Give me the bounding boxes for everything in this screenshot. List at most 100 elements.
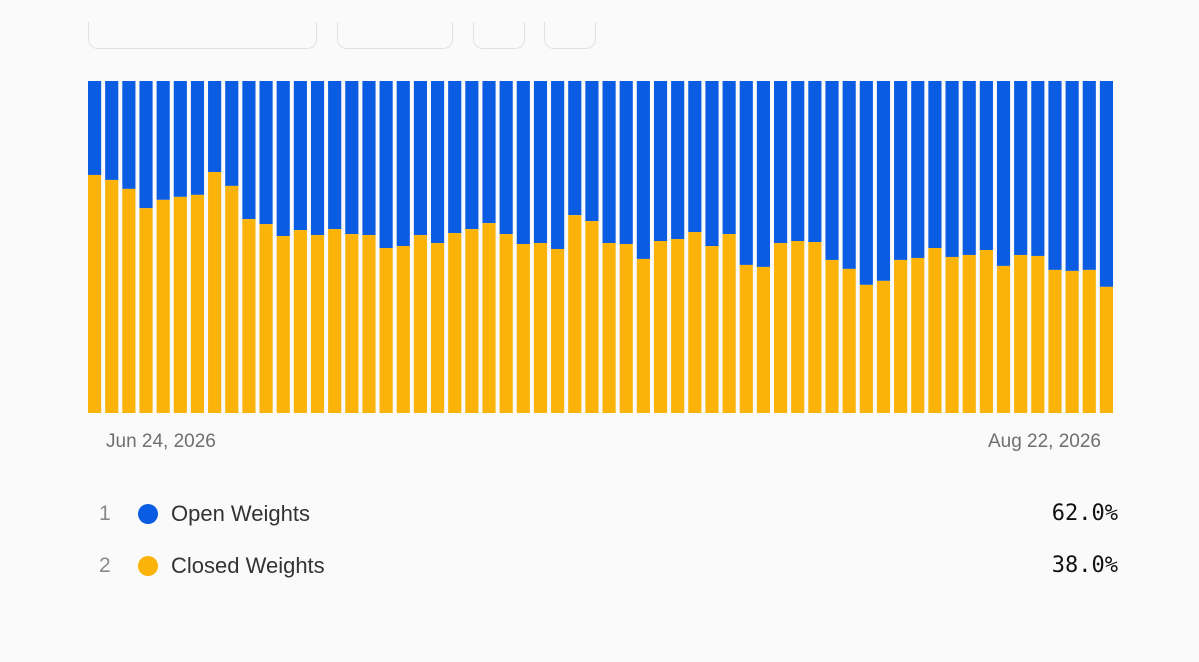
bar-open-weights[interactable]	[88, 81, 102, 175]
bar-closed-weights[interactable]	[962, 254, 976, 413]
bar-closed-weights[interactable]	[602, 243, 616, 413]
bar-closed-weights[interactable]	[499, 234, 513, 413]
bar-open-weights[interactable]	[499, 81, 513, 235]
bar-open-weights[interactable]	[945, 81, 959, 257]
bar-open-weights[interactable]	[585, 81, 599, 222]
bar-closed-weights[interactable]	[88, 174, 102, 413]
bar-closed-weights[interactable]	[173, 196, 187, 413]
bar-open-weights[interactable]	[465, 81, 479, 230]
bar-open-weights[interactable]	[705, 81, 719, 246]
bar-closed-weights[interactable]	[551, 248, 565, 413]
bar-open-weights[interactable]	[208, 81, 222, 172]
bar-open-weights[interactable]	[619, 81, 633, 245]
bar-closed-weights[interactable]	[276, 236, 290, 413]
bar-open-weights[interactable]	[516, 81, 530, 245]
bar-closed-weights[interactable]	[465, 229, 479, 413]
bar-open-weights[interactable]	[996, 81, 1011, 266]
bar-open-weights[interactable]	[139, 81, 153, 209]
bar-closed-weights[interactable]	[1082, 269, 1096, 413]
bar-open-weights[interactable]	[362, 81, 376, 236]
granularity-dropdown[interactable]	[337, 22, 453, 49]
bar-open-weights[interactable]	[482, 81, 496, 224]
bar-open-weights[interactable]	[328, 81, 342, 230]
bar-closed-weights[interactable]	[396, 246, 410, 413]
bar-closed-weights[interactable]	[208, 171, 222, 413]
bar-open-weights[interactable]	[156, 81, 170, 200]
bar-closed-weights[interactable]	[945, 256, 959, 413]
bar-closed-weights[interactable]	[1065, 270, 1079, 413]
bar-closed-weights[interactable]	[533, 243, 548, 413]
bar-open-weights[interactable]	[808, 81, 822, 243]
bar-open-weights[interactable]	[876, 81, 891, 281]
bar-open-weights[interactable]	[1082, 81, 1096, 270]
bar-closed-weights[interactable]	[1099, 286, 1113, 413]
bar-closed-weights[interactable]	[722, 234, 736, 413]
bar-open-weights[interactable]	[105, 81, 119, 180]
bar-closed-weights[interactable]	[791, 241, 805, 413]
date-range-dropdown[interactable]	[88, 22, 317, 49]
bar-open-weights[interactable]	[825, 81, 839, 260]
bar-closed-weights[interactable]	[911, 257, 925, 413]
bar-closed-weights[interactable]	[619, 244, 633, 413]
bar-closed-weights[interactable]	[413, 235, 427, 413]
bar-closed-weights[interactable]	[756, 266, 770, 413]
bar-open-weights[interactable]	[431, 81, 445, 244]
bar-closed-weights[interactable]	[825, 259, 839, 413]
bar-closed-weights[interactable]	[448, 233, 462, 413]
bar-closed-weights[interactable]	[842, 268, 856, 413]
bar-open-weights[interactable]	[911, 81, 925, 258]
bar-closed-weights[interactable]	[328, 229, 342, 413]
bar-closed-weights[interactable]	[979, 249, 993, 413]
bar-closed-weights[interactable]	[516, 244, 530, 413]
bar-closed-weights[interactable]	[242, 219, 256, 413]
bar-open-weights[interactable]	[345, 81, 359, 235]
legend-item-closed-weights[interactable]: 2 Closed Weights 38.0%	[0, 546, 1199, 586]
bar-open-weights[interactable]	[928, 81, 942, 248]
bar-open-weights[interactable]	[756, 81, 770, 267]
bar-open-weights[interactable]	[276, 81, 290, 237]
bar-open-weights[interactable]	[225, 81, 239, 186]
bar-closed-weights[interactable]	[859, 284, 873, 413]
bar-closed-weights[interactable]	[105, 179, 119, 413]
bar-closed-weights[interactable]	[259, 224, 273, 413]
bar-closed-weights[interactable]	[431, 243, 445, 413]
bar-closed-weights[interactable]	[293, 230, 307, 413]
bar-closed-weights[interactable]	[739, 264, 753, 413]
bar-open-weights[interactable]	[413, 81, 427, 236]
bar-closed-weights[interactable]	[310, 235, 325, 413]
bar-closed-weights[interactable]	[1031, 255, 1045, 413]
bar-open-weights[interactable]	[379, 81, 393, 248]
bar-open-weights[interactable]	[1065, 81, 1079, 271]
bar-closed-weights[interactable]	[139, 208, 153, 413]
bar-closed-weights[interactable]	[1014, 254, 1028, 413]
bar-open-weights[interactable]	[448, 81, 462, 234]
bar-closed-weights[interactable]	[362, 235, 376, 413]
bar-open-weights[interactable]	[653, 81, 668, 242]
bar-closed-weights[interactable]	[894, 259, 908, 413]
bar-closed-weights[interactable]	[482, 223, 496, 413]
option-a-button[interactable]	[473, 22, 525, 49]
bar-closed-weights[interactable]	[636, 258, 650, 413]
bar-closed-weights[interactable]	[379, 248, 393, 413]
bar-open-weights[interactable]	[1031, 81, 1045, 256]
bar-open-weights[interactable]	[310, 81, 325, 236]
bar-open-weights[interactable]	[568, 81, 582, 216]
bar-closed-weights[interactable]	[876, 280, 891, 413]
bar-closed-weights[interactable]	[190, 194, 205, 413]
bar-open-weights[interactable]	[190, 81, 205, 195]
bar-closed-weights[interactable]	[671, 239, 685, 413]
bar-open-weights[interactable]	[722, 81, 736, 235]
bar-open-weights[interactable]	[1048, 81, 1062, 270]
bar-open-weights[interactable]	[396, 81, 410, 246]
bar-open-weights[interactable]	[739, 81, 753, 265]
bar-open-weights[interactable]	[791, 81, 805, 242]
legend-item-open-weights[interactable]: 1 Open Weights 62.0%	[0, 494, 1199, 534]
bar-open-weights[interactable]	[688, 81, 702, 233]
bar-closed-weights[interactable]	[345, 234, 359, 413]
bar-open-weights[interactable]	[551, 81, 565, 249]
bar-closed-weights[interactable]	[808, 242, 822, 413]
bar-open-weights[interactable]	[1014, 81, 1028, 255]
bar-closed-weights[interactable]	[1048, 269, 1062, 413]
bar-open-weights[interactable]	[894, 81, 908, 260]
option-b-button[interactable]	[544, 22, 596, 49]
